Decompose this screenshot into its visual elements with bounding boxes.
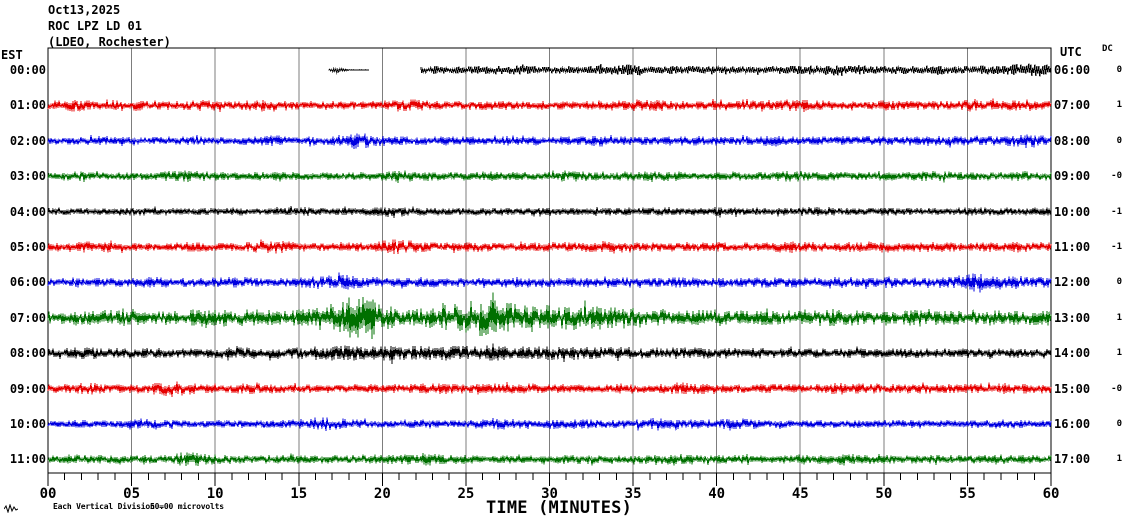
utc-time-label: 06:00 <box>1054 63 1091 77</box>
utc-time-label: 15:00 <box>1054 381 1091 396</box>
scale-note-value: 50.00 microvolts <box>150 502 224 511</box>
dc-value: 1 <box>1116 348 1122 359</box>
scale-note-label: Each Vertical Division = <box>53 502 164 511</box>
utc-time-label: 16:00 <box>1054 417 1091 431</box>
trace-0100 <box>47 98 1052 113</box>
header-date: Oct13,2025 <box>48 3 121 17</box>
x-tick-label: 00 <box>39 486 57 502</box>
dc-value: 0 <box>1116 65 1122 75</box>
utc-time-label: 12:00 <box>1054 275 1091 290</box>
utc-time-label: 07:00 <box>1054 98 1091 113</box>
dc-value: -1 <box>1111 206 1122 217</box>
trace-0300 <box>47 170 1052 183</box>
trace-1100 <box>47 452 1052 467</box>
trace-0200 <box>47 133 1052 149</box>
trace-1000 <box>47 417 1052 432</box>
dc-value: 1 <box>1116 100 1122 111</box>
x-tick-label: 10 <box>206 486 224 502</box>
trace-0600 <box>47 272 1052 293</box>
est-time-label: 08:00 <box>9 346 46 361</box>
x-tick-label: 60 <box>1042 486 1060 502</box>
est-time-label: 03:00 <box>9 169 46 184</box>
x-tick-label: 25 <box>457 486 475 502</box>
x-tick-label: 35 <box>624 486 642 502</box>
est-time-label: 06:00 <box>9 275 46 290</box>
x-tick-label: 20 <box>373 486 391 502</box>
x-axis-title: TIME (MINUTES) <box>485 498 633 518</box>
dc-value: -1 <box>1111 242 1122 252</box>
est-time-label: 00:00 <box>9 63 46 77</box>
est-time-label: 05:00 <box>9 240 46 254</box>
est-time-label: 09:00 <box>9 381 46 396</box>
est-time-label: 07:00 <box>9 310 46 325</box>
est-time-label: 02:00 <box>9 133 46 148</box>
dc-value: 0 <box>1116 277 1122 288</box>
mini-waveform-icon <box>4 504 18 513</box>
trace-0500 <box>47 239 1052 255</box>
x-tick-label: 15 <box>290 486 308 502</box>
header-network: (LDEO, Rochester) <box>48 35 171 49</box>
dc-value: 0 <box>1116 419 1122 429</box>
header-station: ROC LPZ LD 01 <box>48 19 142 33</box>
utc-time-label: 11:00 <box>1054 240 1091 254</box>
utc-time-label: 08:00 <box>1054 133 1091 148</box>
trace-0900 <box>47 381 1052 397</box>
utc-time-label: 14:00 <box>1054 346 1091 361</box>
utc-time-label: 13:00 <box>1054 310 1091 325</box>
trace-0400 <box>47 206 1052 218</box>
dc-value: 1 <box>1116 454 1122 465</box>
dc-value: 0 <box>1116 135 1122 146</box>
x-tick-label: 30 <box>541 486 558 502</box>
utc-time-label: 09:00 <box>1054 169 1091 184</box>
dc-value: -0 <box>1111 383 1122 394</box>
est-time-label: 01:00 <box>9 98 46 113</box>
x-tick-label: 55 <box>958 486 976 502</box>
est-time-label: 11:00 <box>9 452 46 467</box>
dc-value: 1 <box>1116 312 1122 323</box>
dc-column-title: DC <box>1102 44 1113 54</box>
dc-value: -0 <box>1111 171 1122 182</box>
est-time-label: 04:00 <box>9 204 46 219</box>
trace-0800 <box>47 343 1052 364</box>
left-axis-title: EST <box>1 48 23 62</box>
x-tick-label: 05 <box>123 486 140 502</box>
x-tick-label: 45 <box>791 486 809 502</box>
utc-time-label: 10:00 <box>1054 204 1091 219</box>
trace-0700 <box>47 292 1052 339</box>
trace-0000 <box>328 67 369 75</box>
trace-0000 <box>420 63 1052 77</box>
right-axis-title: UTC <box>1060 45 1082 59</box>
x-tick-label: 50 <box>875 486 893 502</box>
est-time-label: 10:00 <box>9 417 46 431</box>
utc-time-label: 17:00 <box>1054 452 1091 467</box>
x-tick-label: 40 <box>708 486 726 502</box>
